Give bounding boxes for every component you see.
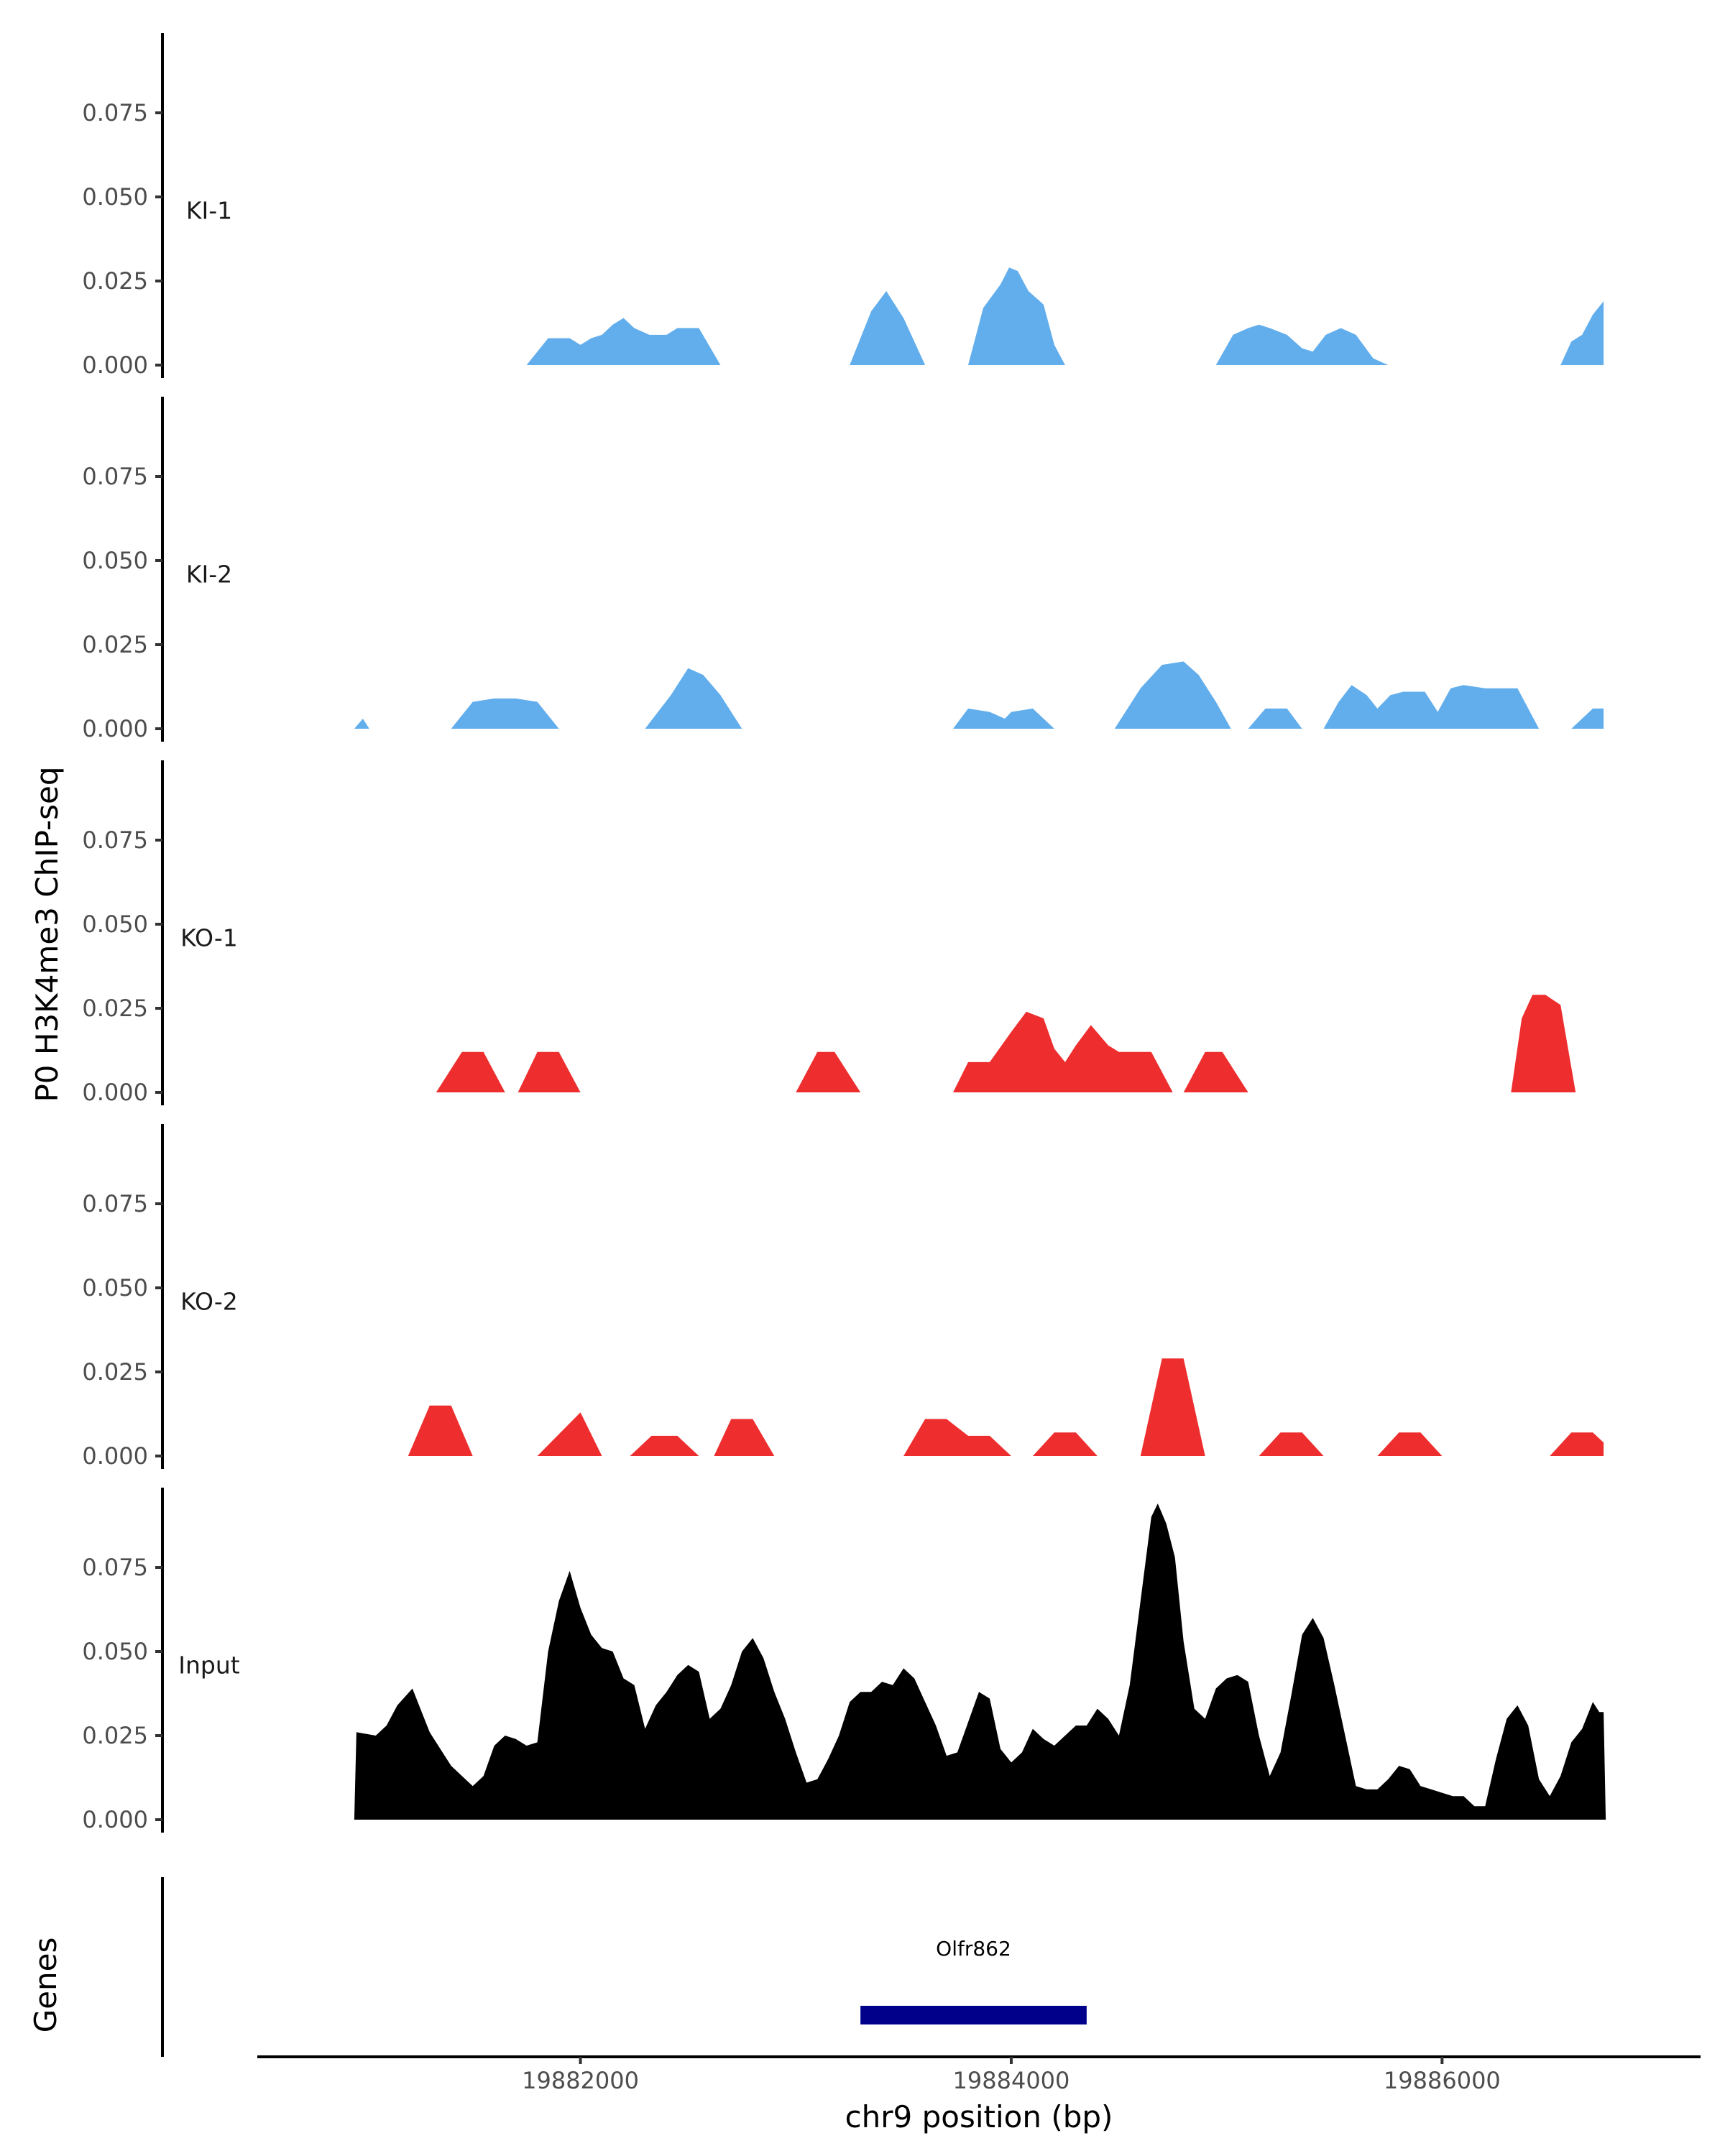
y-axis-title: P0 H3K4me3 ChIP-seq xyxy=(29,766,65,1102)
track-label-ko-1: KO-1 xyxy=(180,924,238,952)
track-panel-input: 0.000 0.025 0.050 0.075 Input xyxy=(82,1488,1606,1833)
y-tick-label: 0.075 xyxy=(82,99,148,126)
track-label-ki-1: KI-1 xyxy=(186,197,232,225)
y-tick-label: 0.075 xyxy=(82,1190,148,1217)
track-panel-ko-2: 0.000 0.025 0.050 0.075 KO-2 xyxy=(82,1124,1604,1470)
y-tick-label: 0.025 xyxy=(82,1722,148,1749)
x-ticks: 19882000 19884000 19886000 xyxy=(522,2057,1501,2094)
y-tick-label: 0.025 xyxy=(82,267,148,295)
track-area-input xyxy=(354,1503,1606,1820)
gene-track-label: Genes xyxy=(28,1938,63,2033)
y-tick-label: 0.050 xyxy=(82,911,148,938)
y-tick-label: 0.050 xyxy=(82,1638,148,1665)
y-tick-label: 0.050 xyxy=(82,547,148,574)
track-panel-ko-1: 0.000 0.025 0.050 0.075 KO-1 xyxy=(82,760,1604,1106)
y-tick-label: 0.000 xyxy=(82,351,148,379)
x-axis-title: chr9 position (bp) xyxy=(845,2099,1113,2134)
track-panel-ki-2: 0.000 0.025 0.050 0.075 KI-2 xyxy=(82,397,1604,742)
x-tick-label: 19882000 xyxy=(522,2067,639,2094)
track-label-ki-2: KI-2 xyxy=(186,561,232,589)
track-panels: 0.0000.0250.0500.075KI-10.0000.0250.0500… xyxy=(82,33,1606,1833)
y-tick-label: 0.000 xyxy=(82,715,148,742)
y-tick-label: 0.025 xyxy=(82,631,148,658)
y-tick-label: 0.050 xyxy=(82,183,148,211)
x-tick-label: 19886000 xyxy=(1384,2067,1501,2094)
track-area-ki-1 xyxy=(526,267,1604,365)
y-tick-label: 0.075 xyxy=(82,1554,148,1581)
y-tick-label: 0.000 xyxy=(82,1079,148,1106)
y-tick-label: 0.075 xyxy=(82,463,148,490)
track-area-ko-1 xyxy=(436,995,1604,1092)
track-panel-ki-1: 0.000 0.025 0.050 0.075 KI-1 xyxy=(82,33,1604,379)
gene-features: Olfr862 xyxy=(860,1937,1087,2024)
y-tick-label: 0.050 xyxy=(82,1274,148,1302)
y-tick-label: 0.000 xyxy=(82,1806,148,1833)
track-area-ki-2 xyxy=(354,661,1604,729)
x-tick-label: 19884000 xyxy=(953,2067,1070,2094)
y-tick-label: 0.075 xyxy=(82,826,148,854)
y-tick-label: 0.000 xyxy=(82,1442,148,1470)
gene-bar-olfr862 xyxy=(860,2006,1087,2024)
y-tick-label: 0.025 xyxy=(82,1358,148,1386)
track-label-ko-2: KO-2 xyxy=(180,1288,238,1316)
x-axis: 19882000 19884000 19886000 chr9 position (… xyxy=(257,2055,1701,2134)
gene-panel: Genes Olfr862 xyxy=(28,1877,1087,2057)
y-tick-label: 0.025 xyxy=(82,995,148,1022)
gene-label: Olfr862 xyxy=(936,1937,1011,1961)
track-label-input: Input xyxy=(178,1651,240,1680)
